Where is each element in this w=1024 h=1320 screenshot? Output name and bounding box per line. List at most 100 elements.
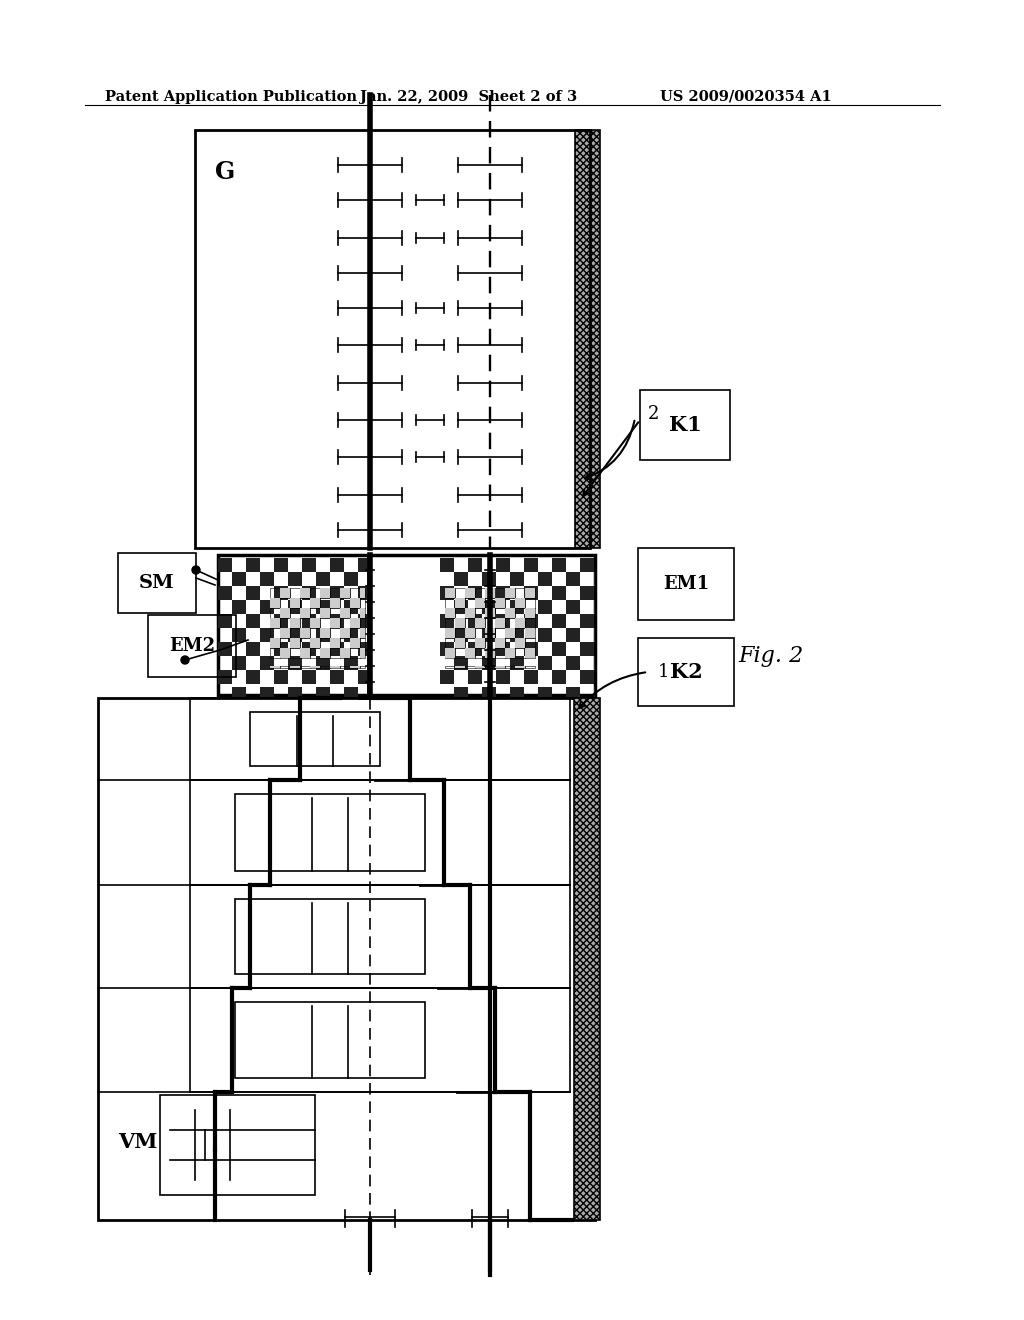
Bar (465, 667, 475, 668)
Bar (218, 642, 232, 656)
Bar (340, 628, 350, 638)
Bar (580, 614, 594, 628)
Bar (270, 587, 280, 598)
Bar (482, 686, 496, 698)
Bar (234, 899, 425, 974)
Text: US 2009/0020354 A1: US 2009/0020354 A1 (660, 90, 831, 104)
Bar (482, 601, 496, 614)
Bar (302, 614, 316, 628)
Bar (274, 642, 288, 656)
Bar (300, 638, 310, 648)
Bar (360, 628, 365, 638)
Text: Jan. 22, 2009  Sheet 2 of 3: Jan. 22, 2009 Sheet 2 of 3 (360, 90, 578, 104)
Bar (350, 638, 360, 648)
Bar (280, 628, 290, 638)
Text: Patent Application Publication: Patent Application Publication (105, 90, 357, 104)
Bar (525, 609, 535, 618)
Bar (316, 628, 330, 642)
Bar (468, 614, 482, 628)
Bar (330, 642, 344, 656)
Bar (360, 638, 365, 648)
Bar (465, 609, 475, 618)
Bar (524, 558, 538, 572)
Bar (360, 587, 365, 598)
Bar (505, 598, 515, 609)
Bar (232, 686, 246, 698)
Bar (290, 638, 300, 648)
Bar (465, 609, 475, 618)
Text: EM2: EM2 (169, 638, 215, 655)
Bar (510, 572, 524, 586)
Bar (310, 618, 319, 628)
Bar (495, 609, 505, 618)
Bar (360, 648, 365, 657)
Bar (232, 601, 246, 614)
Bar (274, 614, 288, 628)
Bar (290, 609, 300, 618)
Bar (468, 586, 482, 601)
Bar (495, 667, 505, 668)
Bar (280, 587, 290, 598)
Bar (445, 628, 455, 638)
Bar (515, 587, 525, 598)
Bar (454, 628, 468, 642)
Text: K1: K1 (669, 414, 701, 436)
Bar (575, 129, 600, 548)
Bar (270, 648, 280, 657)
Bar (300, 618, 310, 628)
Bar (246, 558, 260, 572)
Bar (454, 656, 468, 671)
Bar (580, 586, 594, 601)
Bar (300, 598, 310, 609)
Bar (496, 671, 510, 684)
Bar (566, 686, 580, 698)
Bar (270, 667, 280, 668)
Bar (510, 601, 524, 614)
Bar (495, 598, 505, 609)
Bar (468, 558, 482, 572)
Bar (310, 638, 319, 648)
Bar (190, 698, 570, 780)
Bar (580, 558, 594, 572)
Bar (475, 648, 485, 657)
Bar (319, 638, 330, 648)
Bar (330, 558, 344, 572)
Bar (330, 598, 340, 609)
Bar (496, 586, 510, 601)
Bar (319, 587, 330, 598)
Bar (505, 628, 515, 638)
Bar (515, 618, 525, 628)
Bar (300, 667, 310, 668)
Bar (455, 628, 465, 638)
Bar (485, 648, 495, 657)
Bar (445, 648, 455, 657)
Bar (525, 667, 535, 668)
Text: EM1: EM1 (663, 576, 709, 593)
Bar (525, 628, 535, 638)
Bar (525, 648, 535, 657)
Bar (455, 609, 465, 618)
Bar (316, 686, 330, 698)
Bar (319, 618, 330, 628)
Bar (475, 587, 485, 598)
Bar (260, 601, 274, 614)
Bar (98, 698, 595, 1220)
Bar (270, 609, 280, 618)
Bar (485, 638, 495, 648)
Bar (319, 609, 330, 618)
Bar (344, 656, 358, 671)
Bar (482, 628, 496, 642)
Bar (234, 795, 425, 871)
Bar (330, 614, 344, 628)
Bar (340, 609, 350, 618)
Text: VM: VM (118, 1133, 158, 1152)
Bar (360, 648, 365, 657)
Bar (455, 598, 465, 609)
Bar (302, 558, 316, 572)
Bar (300, 648, 310, 657)
Bar (524, 614, 538, 628)
Bar (445, 587, 455, 598)
Bar (465, 648, 475, 657)
Bar (440, 671, 454, 684)
Bar (454, 686, 468, 698)
